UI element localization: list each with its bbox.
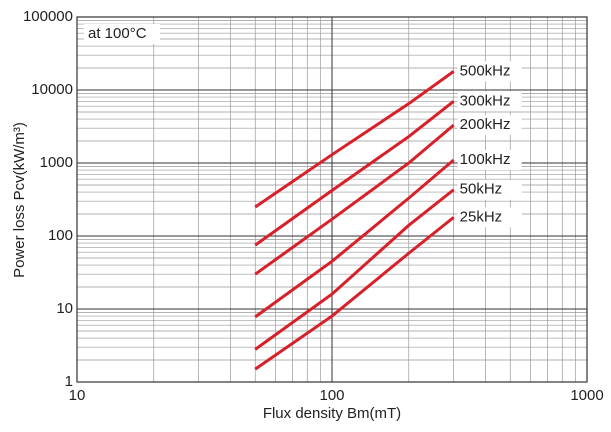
- annotation-bg: [84, 24, 160, 44]
- series-line: [254, 100, 455, 247]
- y-tick-label: 1000: [40, 154, 73, 171]
- series-label: 500kHz: [460, 62, 511, 79]
- series-line: [254, 124, 455, 276]
- series-label: 50kHz: [460, 181, 503, 198]
- series-label-bg: [457, 115, 522, 136]
- series-label: 300kHz: [460, 92, 511, 109]
- y-tick-label: 100: [48, 227, 73, 244]
- series-label: 200kHz: [460, 116, 511, 133]
- series-line: [254, 216, 455, 371]
- annotation: at 100°C: [88, 25, 147, 42]
- series-label: 25kHz: [460, 208, 503, 225]
- x-tick-label: 1000: [570, 387, 603, 404]
- y-tick-label: 10000: [31, 81, 73, 98]
- series-line: [254, 188, 455, 351]
- series-label-bg: [457, 207, 522, 228]
- plot-frame: [76, 16, 588, 383]
- x-tick-label: 100: [319, 387, 344, 404]
- series-line: [254, 158, 455, 319]
- y-tick-label: 100000: [23, 8, 73, 25]
- series-label-bg: [457, 179, 522, 200]
- series-line: [254, 70, 455, 209]
- series-label-bg: [457, 149, 522, 170]
- series-label-bg: [457, 61, 522, 82]
- y-axis-label: Power loss Pcv(kW/m³): [11, 122, 28, 278]
- x-axis-label: Flux density Bm(mT): [263, 405, 401, 422]
- y-tick-label: 10: [56, 300, 73, 317]
- series-label: 100kHz: [460, 151, 511, 168]
- series-label-bg: [457, 91, 522, 112]
- y-tick-label: 1: [65, 373, 73, 390]
- x-tick-label: 10: [69, 387, 86, 404]
